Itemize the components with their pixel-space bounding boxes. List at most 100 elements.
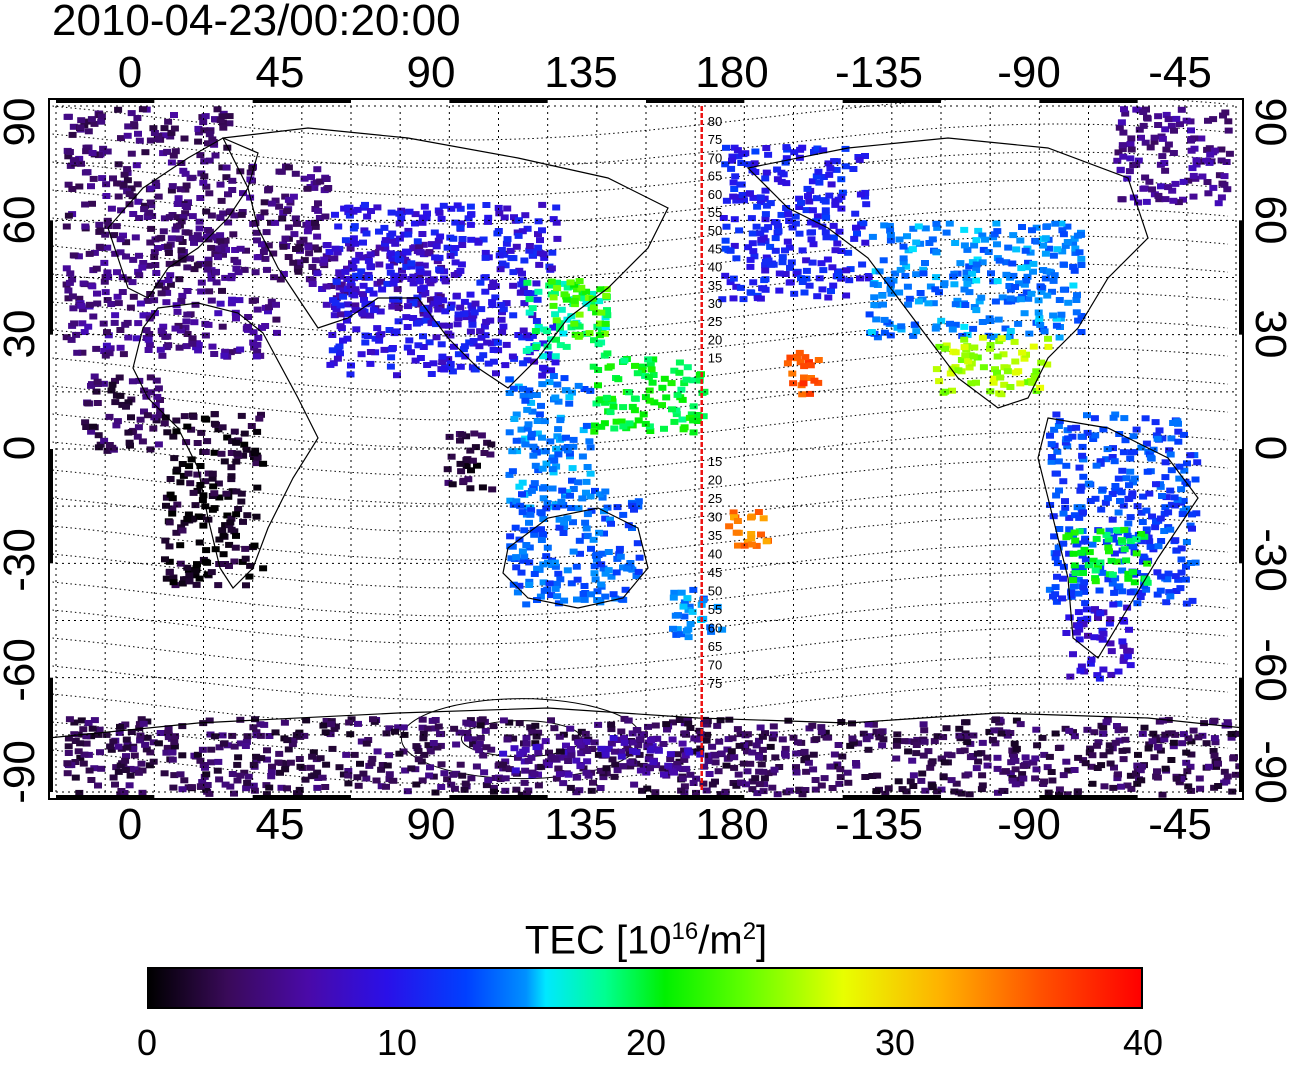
tec-cell	[551, 585, 560, 592]
tec-cell	[570, 297, 579, 304]
contour-label: 75	[708, 676, 722, 691]
tec-cell	[528, 251, 537, 258]
tec-cell	[93, 378, 102, 385]
tec-cell	[937, 317, 946, 324]
tec-cell	[957, 790, 966, 797]
tec-cell	[1177, 486, 1186, 493]
tec-cell	[538, 381, 547, 388]
coastline-asia	[222, 127, 669, 389]
tec-cell	[148, 213, 157, 219]
tec-cell	[811, 221, 820, 228]
tec-cell	[817, 724, 826, 731]
tec-cell	[127, 110, 136, 117]
tec-cell	[585, 438, 594, 445]
tec-cell	[99, 145, 108, 152]
tec-cell	[1076, 667, 1085, 674]
tec-cell	[230, 558, 239, 565]
tec-cell	[204, 140, 212, 147]
tec-cell	[583, 748, 592, 754]
tec-cell	[735, 227, 744, 234]
tec-cell	[1164, 570, 1173, 577]
tec-cell	[251, 269, 260, 276]
tec-cell	[202, 183, 211, 190]
tec-cell	[1049, 513, 1058, 520]
tec-cell	[416, 249, 425, 256]
tec-cell	[590, 739, 599, 746]
tec-cell	[572, 789, 581, 796]
tec-cell	[113, 293, 122, 300]
tec-cell	[689, 417, 698, 424]
tec-cell	[381, 245, 390, 252]
tec-cell	[886, 332, 895, 339]
tec-cell	[107, 301, 116, 307]
tec-cell	[330, 312, 339, 319]
tec-cell	[1085, 561, 1094, 568]
tec-cell	[551, 756, 560, 763]
tec-cell	[456, 460, 465, 467]
tec-cell	[1220, 181, 1229, 188]
tec-cell	[407, 349, 415, 356]
tec-cell	[439, 297, 448, 304]
tec-cell	[175, 344, 184, 351]
tec-cell	[372, 777, 381, 784]
tec-cell	[108, 381, 117, 388]
tec-cell	[1044, 335, 1052, 342]
tec-cell	[1069, 651, 1077, 658]
tec-cell	[1082, 606, 1091, 613]
tec-cell	[1015, 280, 1023, 287]
tec-cell	[146, 374, 155, 381]
tec-cell	[253, 484, 262, 491]
tec-cell	[539, 561, 548, 568]
tec-cell	[1175, 475, 1184, 482]
tec-cell	[526, 511, 535, 518]
tec-cell	[912, 750, 921, 757]
tec-cell	[951, 301, 960, 308]
tec-cell	[456, 220, 465, 227]
tec-cell	[1166, 451, 1175, 458]
tec-cell	[942, 342, 951, 349]
tec-cell	[972, 261, 981, 268]
tec-cell	[119, 232, 127, 239]
tec-cell	[143, 214, 152, 221]
tec-cell	[194, 513, 203, 520]
tec-cell	[161, 414, 170, 421]
tec-cell	[1154, 543, 1163, 550]
tec-cell	[136, 732, 145, 739]
tec-cell	[447, 781, 456, 788]
tec-cell	[550, 725, 559, 732]
tec-cell	[979, 364, 988, 371]
tec-cell	[432, 243, 441, 250]
tec-cell	[499, 323, 508, 330]
tec-cell	[271, 729, 280, 736]
tec-cell	[344, 310, 353, 317]
tec-cell	[555, 748, 564, 755]
tec-cell	[1012, 246, 1021, 253]
tec-cell	[64, 212, 73, 219]
tec-cell	[1017, 265, 1026, 272]
tec-cell	[1183, 768, 1192, 775]
tec-cell	[678, 396, 687, 403]
tec-cell	[576, 550, 584, 557]
tec-cell	[899, 243, 908, 250]
tec-cell	[529, 452, 538, 459]
tec-cell	[467, 236, 476, 243]
tec-cell	[194, 125, 203, 132]
tec-cell	[864, 746, 873, 753]
tec-cell	[1050, 272, 1059, 279]
tec-map: 8075706560555045403530252015152025303540…	[48, 98, 1244, 800]
tec-cell	[161, 556, 169, 563]
tec-cell	[1107, 648, 1116, 655]
tec-cell	[1126, 662, 1135, 669]
tec-cell	[114, 106, 123, 113]
lat-tick-label: -60	[1246, 638, 1292, 702]
magnetic-contour	[48, 487, 1229, 533]
tec-cell	[722, 144, 730, 151]
tec-cell	[801, 787, 810, 793]
tec-cell	[520, 257, 529, 264]
tec-cell	[242, 738, 251, 745]
contour-label: 55	[708, 205, 722, 220]
tec-cell	[1223, 186, 1232, 193]
tec-cell	[931, 325, 940, 332]
tec-cell	[711, 759, 720, 766]
tec-cell	[603, 350, 612, 357]
